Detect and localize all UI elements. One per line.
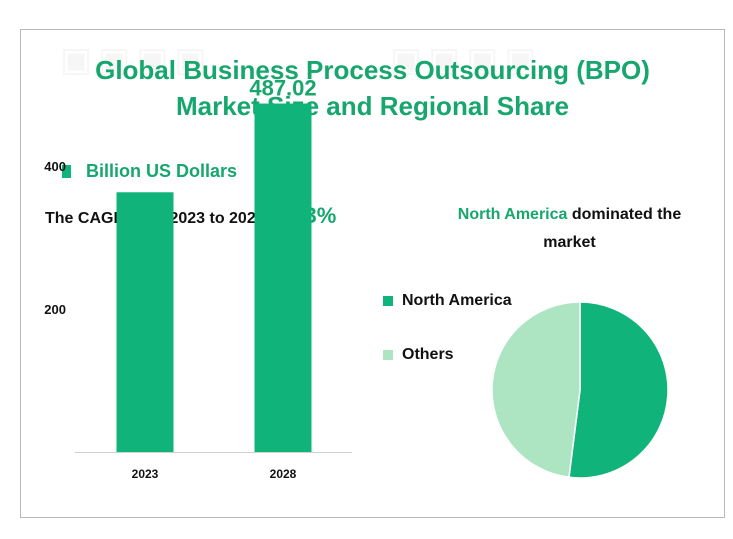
y-tick-label-200: 200: [44, 302, 66, 317]
legend-label-north-america: North America: [402, 292, 512, 309]
legend-swatch-north-america: [383, 296, 393, 306]
y-tick-label-400: 400: [44, 159, 66, 174]
watermark: ▣▣▣▣: [60, 41, 213, 79]
dominance-note: North America dominated the market: [437, 201, 702, 257]
pie-slice-others: [491, 301, 581, 479]
x-tick-label-2023: 2023: [132, 467, 159, 481]
dominance-region: North America: [457, 206, 568, 223]
x-tick-label-2028: 2028: [270, 467, 297, 481]
chart-title-line2: Market Size and Regional Share: [175, 91, 569, 121]
legend-label-others: Others: [402, 346, 454, 363]
bar-2023: [116, 192, 174, 452]
legend-item-north-america: North America: [383, 292, 512, 310]
chart-frame: [20, 29, 725, 518]
legend-item-others: Others: [383, 346, 454, 364]
bar-2028: [254, 103, 312, 452]
chart-title-line1: Global Business Process Outsourcing (BPO…: [95, 55, 650, 85]
legend-swatch-others: [383, 350, 393, 360]
unit-legend-swatch: [62, 165, 71, 178]
data-label-2028: 487.02: [249, 76, 316, 101]
watermark: ▣▣▣▣: [390, 41, 543, 79]
pie-slice-north-america: [568, 301, 669, 479]
chart-title: Global Business Process Outsourcing (BPO…: [20, 52, 725, 124]
dominance-text: dominated the market: [543, 206, 682, 251]
unit-legend-label: Billion US Dollars: [86, 161, 238, 181]
unit-legend: Billion US Dollars: [62, 161, 237, 182]
